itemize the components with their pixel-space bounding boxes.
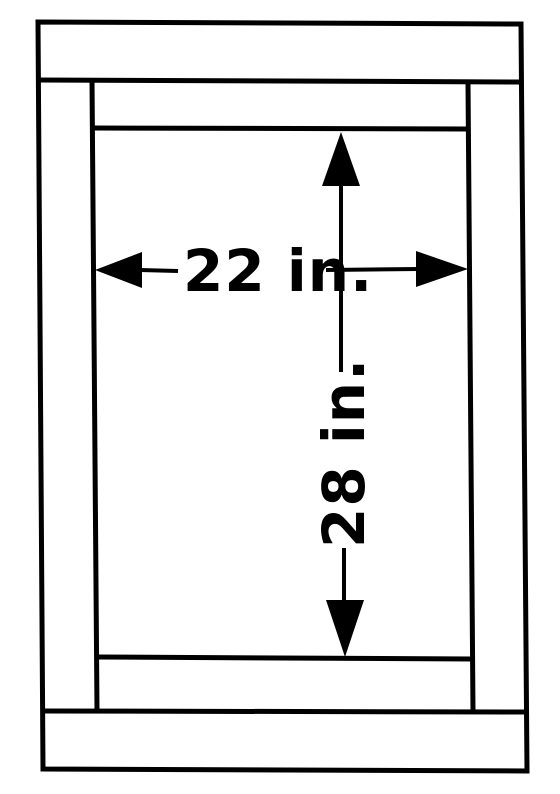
width-dimension-line-left [139,268,179,273]
inner-bottom-board-upper-edge [95,654,473,662]
width-dimension-label: 22 in. [183,237,373,305]
height-arrowhead-bottom [326,600,364,657]
bottom-rail-top-edge [41,708,528,715]
height-dimension: 28 in. [310,132,378,657]
height-arrowhead-top [322,132,360,186]
width-arrowhead-left [95,252,142,288]
right-stile-inner-edge [465,81,476,713]
outer-frame [35,19,530,774]
height-dimension-label: 28 in. [310,358,378,548]
inner-top-board-lower-edge [91,125,469,132]
width-arrowhead-right [416,251,468,287]
frame-outline [35,19,530,774]
left-stile-inner-edge [89,79,100,712]
top-rail-bottom-edge [37,77,522,85]
